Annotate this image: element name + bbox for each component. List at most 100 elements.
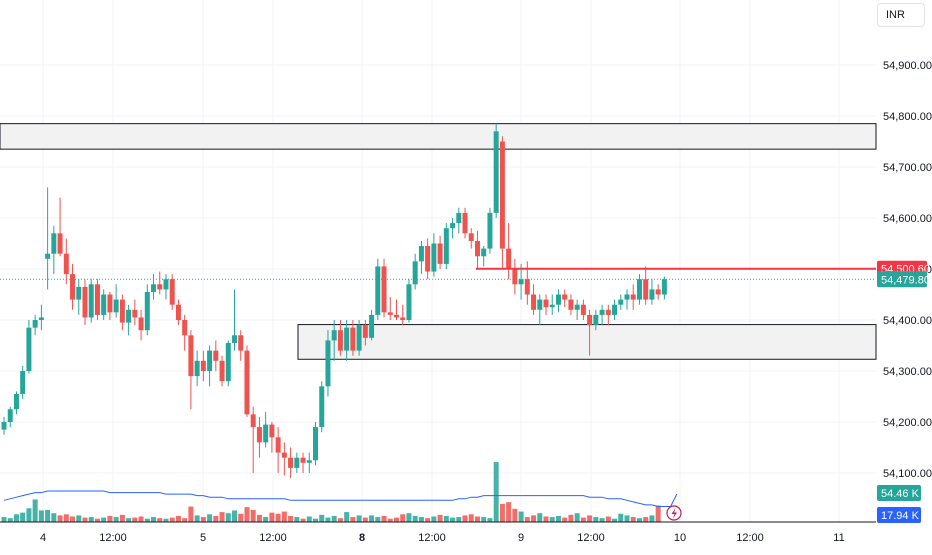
time-tick-label: 12:00: [577, 532, 605, 544]
volume-ma-line: [3, 490, 678, 507]
volume-bar: [474, 516, 480, 522]
volume-bar: [375, 517, 381, 522]
volume-bar: [344, 512, 350, 522]
candle-body: [169, 279, 175, 305]
candle-body: [45, 253, 51, 259]
volume-bar: [207, 514, 213, 522]
candle-body: [531, 294, 537, 310]
candle-body: [412, 261, 418, 285]
candle-body: [487, 212, 493, 249]
candle-body: [7, 409, 13, 422]
candle-body: [636, 279, 642, 300]
volume-bar: [13, 514, 19, 522]
volume-bar: [406, 513, 412, 522]
volume-bar: [481, 517, 487, 522]
volume-bar: [605, 516, 611, 522]
volume-bar: [269, 512, 275, 522]
volume-bar: [562, 517, 568, 522]
candle-body: [655, 289, 661, 295]
volume-bar: [425, 518, 431, 522]
candle-body: [587, 314, 593, 326]
candle-body: [182, 320, 188, 336]
volume-bar: [456, 517, 462, 522]
price-tick-label: 54,800.00: [883, 111, 932, 123]
candle-body: [157, 284, 163, 290]
volume-bar: [381, 515, 387, 522]
candle-body: [406, 284, 412, 320]
volume-bar: [655, 505, 661, 522]
time-tick-label: 12:00: [736, 532, 764, 544]
volume-bar: [487, 518, 493, 522]
candle-body: [300, 457, 306, 463]
volume-tag: [877, 485, 921, 501]
candle-body: [319, 386, 325, 428]
volume-bar: [126, 518, 132, 522]
volume-bar: [76, 515, 82, 522]
time-tick-label: 5: [200, 532, 206, 544]
volume-bar: [144, 518, 150, 522]
volume-bar: [630, 517, 636, 522]
last-price-tag: [877, 271, 927, 288]
volume-bar: [531, 515, 537, 522]
volume-bar: [32, 499, 38, 522]
candle-body: [113, 299, 119, 313]
candle-body: [94, 284, 100, 315]
candle-body: [425, 246, 431, 272]
candle-body: [51, 233, 57, 254]
candle-body: [325, 340, 331, 387]
candle-body: [57, 233, 63, 254]
candle-body: [375, 266, 381, 315]
supply-demand-zone[interactable]: [297, 324, 877, 360]
price-tick-label: 54,900.00: [883, 60, 932, 72]
volume-label: 54.46 K: [881, 488, 920, 500]
candle-body: [437, 243, 443, 264]
volume-bar: [400, 514, 406, 522]
volume-bar: [213, 515, 219, 522]
volume-bar: [244, 507, 250, 522]
volume-bar: [188, 506, 194, 522]
volume-bar: [163, 518, 169, 522]
candle-body: [175, 304, 181, 320]
candle-body: [244, 350, 250, 415]
volume-bar: [643, 517, 649, 522]
candle-body: [70, 274, 76, 300]
volume-bar: [157, 518, 163, 522]
candle-body: [393, 314, 399, 318]
volume-bar: [275, 513, 281, 522]
volume-bar: [450, 517, 456, 522]
candle-body: [418, 246, 424, 262]
volume-bar: [281, 511, 287, 522]
lightning-bolt-glyph: [671, 508, 677, 519]
currency-button[interactable]: INR: [877, 3, 925, 27]
volume-bar: [94, 518, 100, 522]
volume-bar: [418, 517, 424, 522]
candle-body: [512, 269, 518, 285]
volume-bar: [512, 508, 518, 522]
supply-demand-zone[interactable]: [0, 123, 877, 150]
candle-body: [400, 317, 406, 320]
time-tick-label: 9: [518, 532, 524, 544]
volume-bar: [431, 516, 437, 522]
volume-bar: [331, 515, 337, 522]
volume-bar: [151, 517, 157, 522]
candle-body: [101, 294, 107, 315]
candle-body: [574, 304, 580, 310]
candle-body: [151, 284, 157, 292]
volume-bar: [524, 517, 530, 522]
volume_ma-tag: [877, 507, 921, 523]
candle-body: [506, 248, 512, 269]
price-tick-label: 54,200.00: [883, 417, 932, 429]
candle-body: [200, 360, 206, 371]
candle-body: [82, 286, 88, 318]
candle-body: [599, 309, 605, 315]
volume-bar: [26, 508, 32, 522]
time-tick-label: 12:00: [99, 532, 127, 544]
volume-bar: [294, 517, 300, 522]
candle-body: [313, 427, 318, 461]
candle-body: [344, 327, 350, 351]
volume-bar: [649, 515, 655, 522]
volume-bar: [568, 514, 574, 522]
candle-body: [225, 342, 231, 382]
